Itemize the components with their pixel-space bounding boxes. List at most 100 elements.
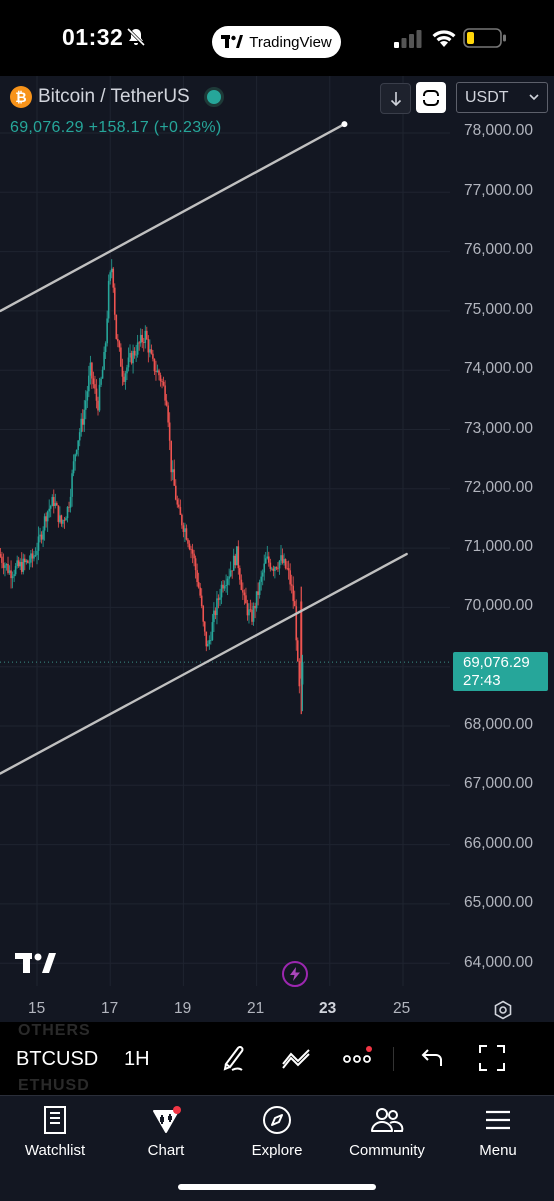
candle-body — [124, 373, 127, 382]
candle-body — [106, 318, 108, 344]
price-axis-label: 71,000.00 — [464, 538, 533, 555]
currency-label: USDT — [465, 88, 509, 106]
candle-body — [237, 546, 240, 569]
toolbar-divider — [393, 1047, 394, 1071]
candle-body — [257, 591, 259, 595]
price-chart[interactable] — [0, 76, 554, 1022]
candle-body — [156, 370, 159, 373]
candle-body — [8, 570, 11, 573]
candle-body — [298, 661, 301, 687]
candle-body — [222, 584, 224, 589]
chart-header: ₿ Bitcoin / TetherUS — [10, 86, 224, 108]
candle-body — [13, 574, 15, 577]
lightning-button[interactable] — [282, 961, 308, 987]
chart-area[interactable]: ₿ Bitcoin / TetherUS 69,076.29 +158.17 (… — [0, 76, 554, 1022]
candle-body — [81, 418, 84, 425]
candle-body — [63, 520, 66, 521]
undo-icon[interactable] — [414, 1042, 446, 1074]
candle-body — [251, 609, 253, 622]
last-price: 69,076.29 — [10, 119, 84, 136]
candle-body — [74, 454, 76, 462]
candle-body — [109, 272, 111, 281]
time-axis-label: 15 — [28, 1000, 46, 1017]
candle-body — [136, 342, 139, 355]
time-axis-label: 21 — [247, 1000, 265, 1017]
time-axis-label: 19 — [174, 1000, 192, 1017]
scroll-down-button[interactable] — [380, 83, 411, 114]
pen-draw-icon[interactable] — [218, 1042, 250, 1074]
candle-body — [147, 339, 150, 353]
price-axis-label: 67,000.00 — [464, 775, 533, 792]
tab-menu[interactable]: Menu — [448, 1104, 548, 1159]
candle-body — [274, 567, 276, 572]
candle-body — [300, 601, 303, 679]
price-axis-label: 78,000.00 — [464, 122, 533, 139]
candle-body — [107, 280, 110, 319]
tab-explore[interactable]: Explore — [227, 1104, 327, 1159]
candle-body — [295, 606, 298, 641]
candle-body — [173, 469, 176, 486]
candle-body — [36, 550, 38, 556]
candle-body — [142, 342, 145, 343]
candle-body — [181, 514, 183, 526]
candle-body — [80, 418, 83, 433]
price-axis-label: 74,000.00 — [464, 360, 533, 377]
candle-body — [117, 338, 119, 342]
candle-body — [2, 562, 5, 568]
battery-low-icon — [463, 28, 506, 48]
candle-body — [275, 567, 278, 569]
candle-body — [101, 369, 104, 379]
trendline-tool-icon[interactable] — [280, 1042, 312, 1074]
candle-body — [240, 579, 243, 590]
candle-body — [52, 497, 55, 506]
candle-body — [129, 352, 131, 358]
candle-body — [89, 362, 92, 376]
fullscreen-toggle-button[interactable] — [416, 82, 446, 113]
currency-select[interactable]: USDT — [456, 82, 548, 113]
candle-body — [258, 581, 261, 595]
candle-body — [167, 405, 169, 423]
candle-body — [200, 595, 203, 607]
candle-body — [185, 528, 188, 540]
candle-body — [261, 572, 264, 577]
candle-body — [17, 560, 20, 567]
candle-body — [86, 391, 89, 401]
candle-body — [139, 334, 142, 344]
candle-body — [4, 565, 6, 568]
tab-label: Chart — [147, 1142, 185, 1159]
candle-body — [133, 350, 136, 356]
candle-body — [31, 553, 34, 559]
status-bar: 01:32 TradingView — [0, 0, 554, 76]
candle-body — [165, 400, 168, 406]
candle-body — [231, 570, 233, 572]
time-axis-label: 25 — [393, 1000, 411, 1017]
more-tools-icon[interactable] — [342, 1042, 374, 1074]
candle-body — [14, 566, 17, 575]
tab-watchlist[interactable]: Watchlist — [5, 1104, 105, 1159]
candle-body — [1, 556, 3, 563]
tab-community[interactable]: Community — [337, 1104, 437, 1159]
interval-selector[interactable]: 1H — [124, 1048, 150, 1070]
candle-body — [28, 562, 31, 564]
wifi-icon — [432, 30, 456, 47]
candle-body — [11, 576, 14, 579]
candle-body — [286, 568, 288, 569]
candle-body — [207, 643, 209, 647]
tab-chart[interactable]: Chart — [116, 1104, 216, 1159]
trendline-handle — [341, 121, 348, 128]
candle-body — [184, 528, 186, 532]
bell-muted-icon — [126, 27, 146, 47]
hamburger-icon — [486, 1110, 510, 1130]
price-axis-label: 77,000.00 — [464, 182, 533, 199]
candle-body — [120, 347, 122, 367]
candle-body — [40, 534, 43, 540]
symbol-selector[interactable]: BTCUSD — [16, 1048, 99, 1070]
fullscreen-icon[interactable] — [476, 1042, 508, 1074]
candle-body — [278, 560, 281, 569]
pair-title[interactable]: Bitcoin / TetherUS — [38, 86, 190, 107]
candle-body — [281, 555, 284, 563]
app-pill[interactable]: TradingView — [212, 26, 341, 58]
cellular-signal-icon — [394, 30, 422, 48]
candle-body — [202, 606, 205, 622]
chart-settings-icon[interactable] — [493, 1000, 513, 1020]
